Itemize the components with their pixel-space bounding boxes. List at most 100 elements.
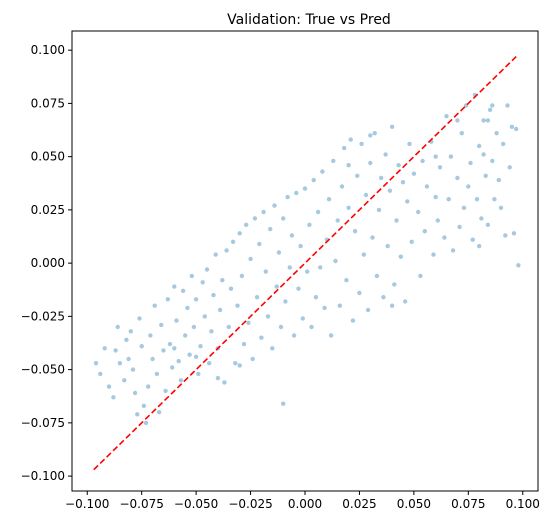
scatter-point [498, 205, 504, 210]
scatter-point [244, 222, 249, 227]
scatter-point [207, 361, 212, 366]
scatter-point [106, 384, 112, 389]
x-tick-label: 0.075 [451, 497, 485, 511]
scatter-point [291, 333, 297, 338]
scatter-point [139, 344, 144, 349]
scatter-point [281, 401, 286, 406]
scatter-point [466, 184, 471, 189]
scatter-point [431, 252, 436, 257]
scatter-point [211, 292, 216, 298]
scatter-point [137, 316, 142, 321]
scatter-point [348, 137, 353, 142]
x-tick-label: 0.000 [288, 497, 322, 511]
y-axis-ticks: −0.100 −0.075 −0.050 −0.025 0.000 0.025 0.050 0… [21, 43, 72, 483]
scatter-point [141, 403, 147, 408]
scatter-point [276, 250, 282, 255]
x-tick-label: −0.100 [65, 497, 109, 511]
scatter-point [250, 356, 255, 362]
scatter-point [333, 258, 338, 264]
scatter-point [272, 203, 277, 208]
scatter-point [389, 124, 395, 129]
x-tick-label: −0.050 [174, 497, 218, 511]
scatter-point [220, 278, 225, 283]
scatter-point [485, 118, 491, 123]
y-tick-label: −0.025 [21, 309, 65, 323]
scatter-point [126, 356, 131, 362]
scatter-point [507, 165, 512, 170]
y-tick-label: 0.100 [31, 43, 65, 57]
scatter-point [474, 197, 480, 202]
scatter-point [335, 218, 340, 223]
scatter-point [196, 371, 201, 377]
scatter-point [193, 354, 199, 359]
scatter-point [233, 361, 238, 366]
scatter-point [263, 269, 268, 274]
scatter-point [305, 269, 310, 274]
scatter-point [479, 216, 484, 221]
scatter-point [176, 358, 181, 364]
scatter-point [298, 243, 303, 249]
scatter-point [368, 160, 373, 166]
scatter-point [455, 175, 460, 181]
scatter-point [102, 346, 107, 351]
scatter-point [122, 378, 127, 383]
scatter-point [281, 216, 286, 221]
scatter-point [477, 243, 482, 249]
scatter-point [420, 158, 425, 164]
scatter-point [115, 324, 120, 330]
scatter-point [226, 324, 231, 330]
scatter-point [235, 303, 240, 308]
scatter-point [274, 284, 279, 289]
scatter-point [213, 252, 218, 257]
scatter-point [501, 141, 506, 147]
scatter-point [313, 295, 319, 300]
scatter-point [442, 235, 447, 240]
scatter-point [389, 303, 395, 308]
scatter-point [178, 378, 184, 383]
scatter-point [163, 388, 168, 394]
scatter-point [450, 248, 456, 253]
scatter-point [204, 267, 210, 272]
scatter-point [193, 297, 199, 302]
scatter-point [481, 118, 486, 123]
x-tick-label: −0.075 [119, 497, 163, 511]
y-tick-label: −0.050 [21, 363, 65, 377]
scatter-point [198, 344, 203, 349]
scatter-point [511, 231, 517, 236]
scatter-point [398, 254, 403, 259]
scatter-point [300, 316, 305, 321]
scatter-point [418, 273, 423, 279]
x-tick-label: 0.050 [397, 497, 431, 511]
scatter-point [387, 188, 393, 193]
scatter-point [170, 365, 175, 370]
scatter-point [326, 197, 332, 202]
scatter-point [363, 192, 369, 198]
scatter-point [315, 209, 321, 215]
y-tick-label: −0.075 [21, 416, 65, 430]
scatter-point [152, 303, 157, 308]
scatter-point [422, 229, 427, 234]
x-tick-label: 0.025 [342, 497, 376, 511]
y-tick-label: 0.050 [31, 150, 65, 164]
scatter-point [352, 229, 358, 234]
scatter-point [331, 158, 336, 164]
scatter-point [350, 318, 356, 323]
scatter-point [224, 248, 229, 253]
scatter-point [117, 361, 123, 366]
scatter-point [328, 333, 334, 338]
scatter-point [268, 226, 273, 232]
scatter-point [278, 324, 284, 330]
scatter-point [172, 284, 177, 289]
scatter-point [287, 265, 292, 270]
scatter-point [385, 243, 390, 249]
scatter-point [394, 218, 399, 223]
scatter-point [359, 141, 364, 147]
scatter-point [320, 169, 325, 174]
scatter-point [346, 205, 351, 210]
chart-title: Validation: True vs Pred [227, 12, 391, 28]
scatter-point [346, 163, 351, 168]
scatter-point [202, 314, 207, 319]
scatter-point [150, 356, 155, 362]
scatter-point [494, 131, 499, 136]
